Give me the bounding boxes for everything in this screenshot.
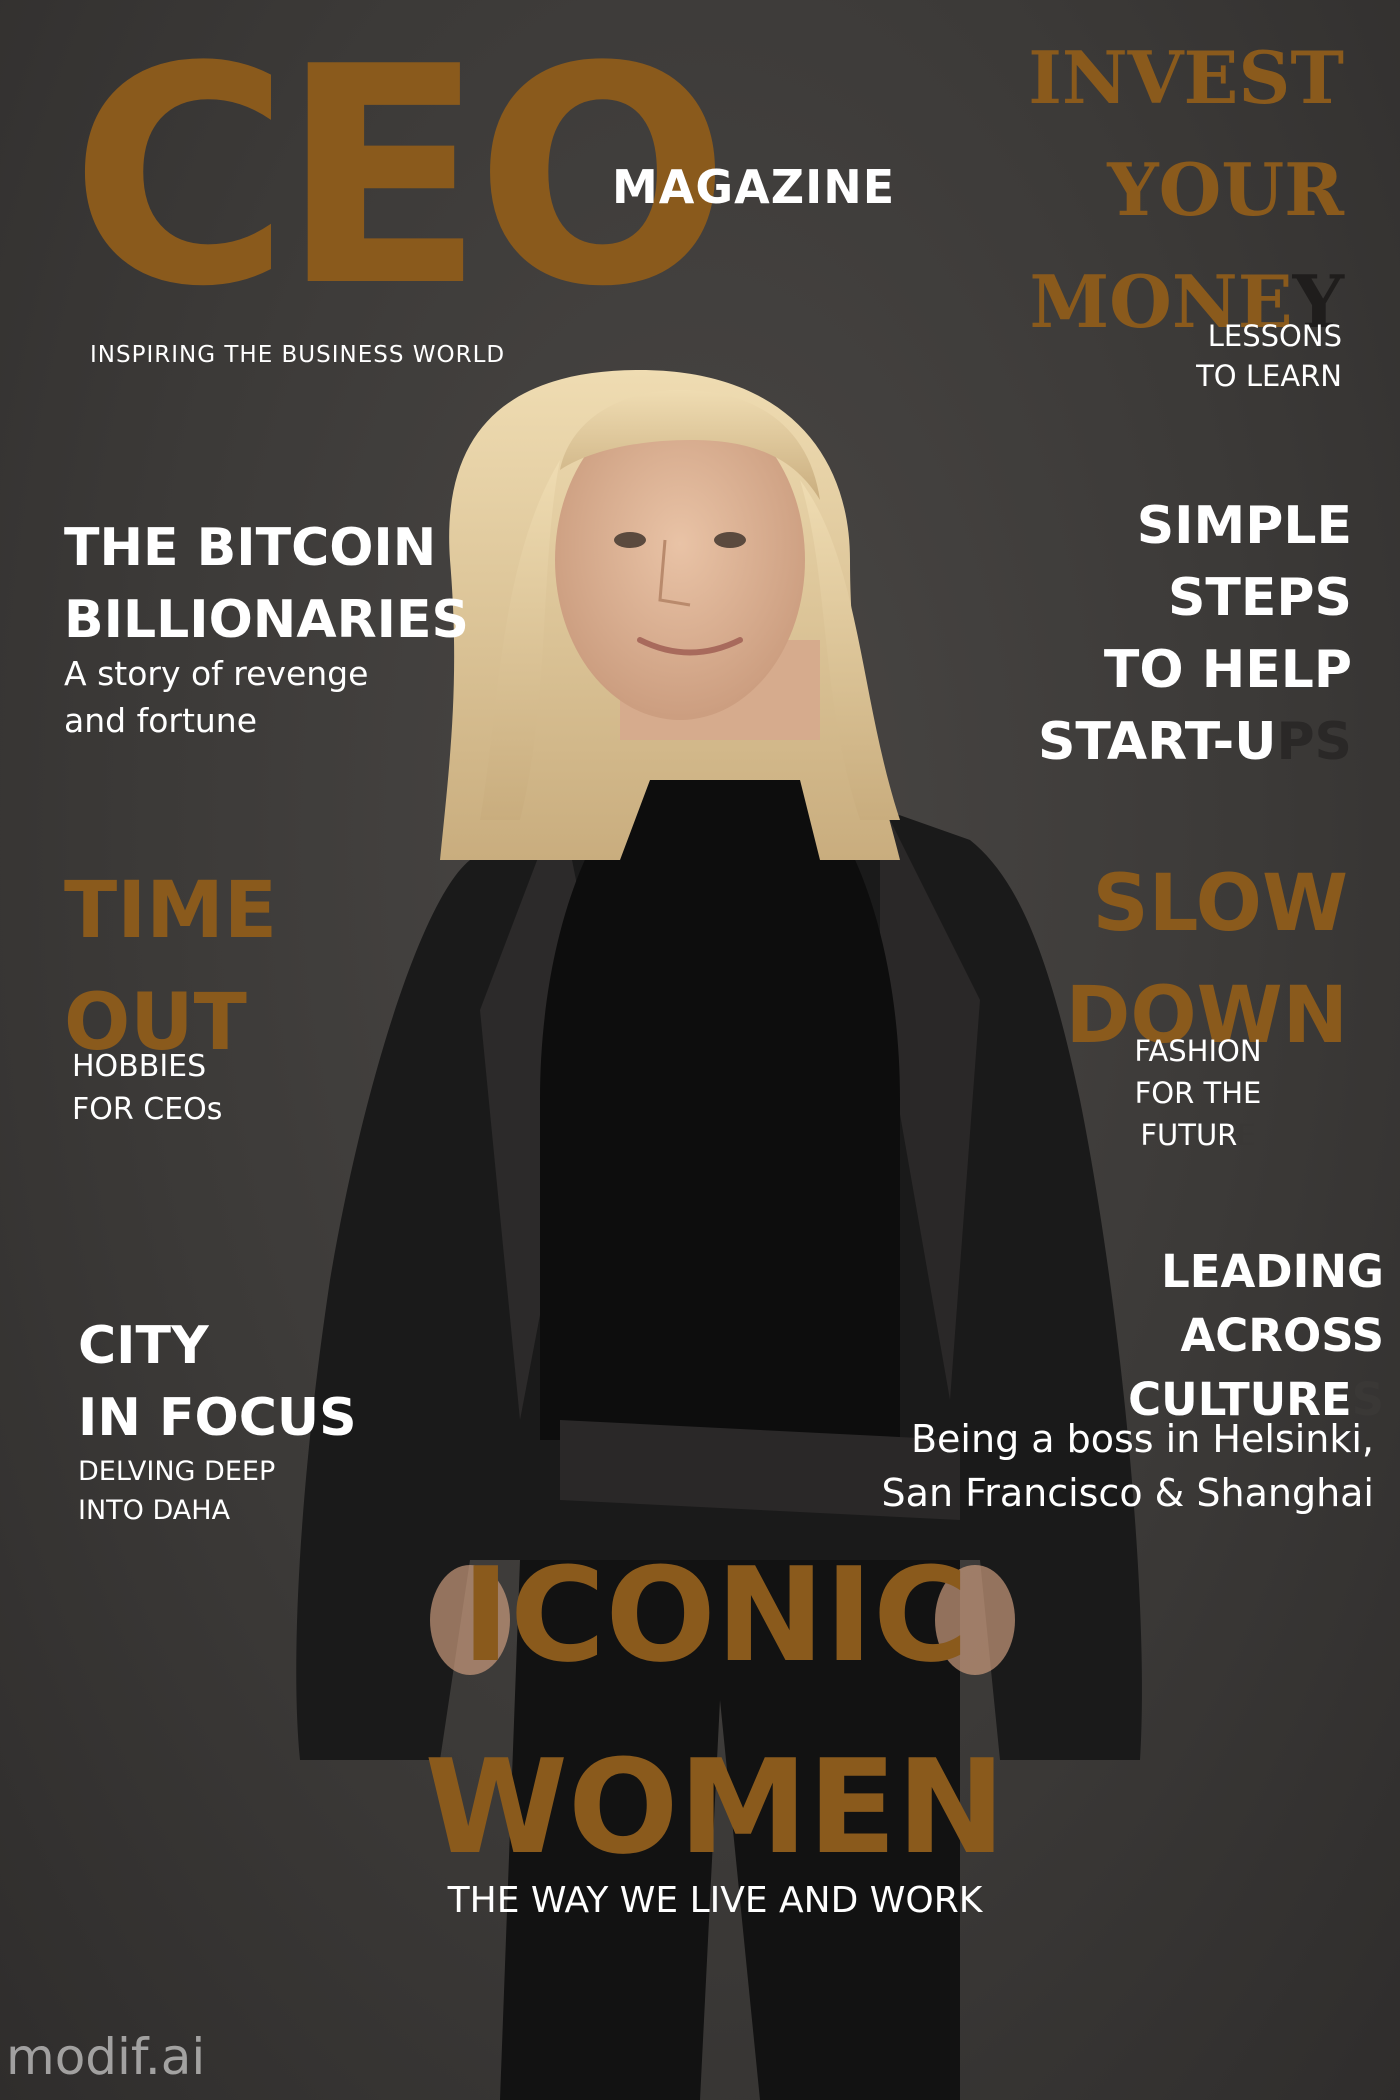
headline-slowdown-line1: SLOW xyxy=(1092,859,1348,949)
headline-invest-line3-last: Y xyxy=(1292,259,1344,344)
headline-invest-line3: MONEY xyxy=(984,246,1344,358)
headline-city-line1: CITY xyxy=(78,1316,209,1376)
headline-bitcoin-line2: BILLIONARIES xyxy=(64,590,469,650)
headline-invest-line1: INVEST xyxy=(1028,35,1344,120)
headline-leading-line3-fade: S xyxy=(1351,1373,1384,1426)
turtleneck xyxy=(540,740,900,1440)
feature-subtitle: THE WAY WE LIVE AND WORK xyxy=(447,1880,983,1921)
subhead-city: DELVING DEEP INTO DAHA xyxy=(78,1452,275,1530)
headline-bitcoin-line1: THE BITCOIN xyxy=(64,518,437,578)
subhead-hobbies: HOBBIES FOR CEOs xyxy=(72,1045,222,1131)
headline-invest-your-money: INVEST YOUR MONEY xyxy=(984,22,1344,358)
subhead-city-line2: INTO DAHA xyxy=(78,1495,231,1526)
subhead-invest-line1: LESSONS xyxy=(1207,319,1342,353)
headline-leading-across-cultures: LEADING ACROSS CULTURES xyxy=(964,1240,1384,1432)
headline-slowdown-line2: DOWN xyxy=(1065,971,1348,1061)
subhead-slowdown-line3: FUTURE xyxy=(1068,1114,1328,1156)
subhead-invest-line2: TO LEARN xyxy=(1196,359,1342,393)
headline-steps-line4-main: START-U xyxy=(1037,712,1277,772)
subhead-slowdown-line3-fade: E xyxy=(1237,1118,1256,1152)
masthead-magazine-label: MAGAZINE xyxy=(612,160,896,214)
subhead-slowdown-line1: FASHION xyxy=(1134,1034,1262,1068)
subhead-slowdown-line3-main: FUTUR xyxy=(1140,1118,1238,1152)
subhead-bitcoin-line1: A story of revenge xyxy=(64,654,369,693)
headline-steps-line2: STEPS xyxy=(1167,568,1352,628)
subhead-city-line1: DELVING DEEP xyxy=(78,1456,276,1487)
subhead-leading-line1: Being a boss in Helsinki, xyxy=(910,1417,1374,1461)
masthead-tagline: INSPIRING THE BUSINESS WORLD xyxy=(90,342,506,368)
headline-steps-line1: SIMPLE xyxy=(1136,496,1352,556)
subhead-timeout-line1: HOBBIES xyxy=(72,1049,207,1084)
headline-city-in-focus: CITY IN FOCUS xyxy=(78,1310,357,1454)
headline-leading-line1: LEADING xyxy=(1161,1245,1384,1298)
headline-leading-line2: ACROSS xyxy=(1180,1309,1384,1362)
headline-timeout-line2: OUT xyxy=(64,978,247,1068)
subhead-lessons-to-learn: LESSONS TO LEARN xyxy=(1082,316,1342,396)
headline-invest-line3-main: MONE xyxy=(1029,259,1293,344)
headline-steps-line4: START-UPS xyxy=(952,706,1352,778)
headline-invest-line2: YOUR xyxy=(1107,147,1344,232)
subhead-timeout-line2: FOR CEOs xyxy=(72,1092,223,1127)
trousers xyxy=(500,1560,960,2100)
subhead-leading: Being a boss in Helsinki, San Francisco … xyxy=(814,1412,1374,1520)
subhead-bitcoin: A story of revenge and fortune xyxy=(64,650,368,744)
headline-bitcoin-billionaries: THE BITCOIN BILLIONARIES xyxy=(64,512,469,656)
headline-time-out: TIME OUT xyxy=(64,855,277,1079)
headline-city-line2: IN FOCUS xyxy=(78,1388,357,1448)
headline-steps-line3: TO HELP xyxy=(1103,640,1352,700)
headline-leading-line3-main: CULTURE xyxy=(1128,1373,1352,1426)
masthead-logo: CEO xyxy=(70,3,730,352)
subhead-bitcoin-line2: and fortune xyxy=(64,701,258,740)
headline-steps-line4-fade: PS xyxy=(1276,712,1352,772)
feature-headline-line2: WOMEN xyxy=(424,1731,1006,1883)
headline-simple-steps: SIMPLE STEPS TO HELP START-UPS xyxy=(952,490,1352,778)
feature-headline-line1: ICONIC xyxy=(461,1539,969,1691)
subhead-leading-line2: San Francisco & Shanghai xyxy=(881,1471,1374,1515)
subhead-slowdown-line2: FOR THE xyxy=(1134,1076,1262,1110)
watermark-text: modif.ai xyxy=(6,2028,206,2086)
subhead-fashion: FASHION FOR THE FUTURE xyxy=(1068,1030,1328,1156)
headline-leading-line3: CULTURES xyxy=(964,1368,1384,1432)
headline-slow-down: SLOW DOWN xyxy=(1028,848,1348,1072)
headline-timeout-line1: TIME xyxy=(64,866,278,956)
